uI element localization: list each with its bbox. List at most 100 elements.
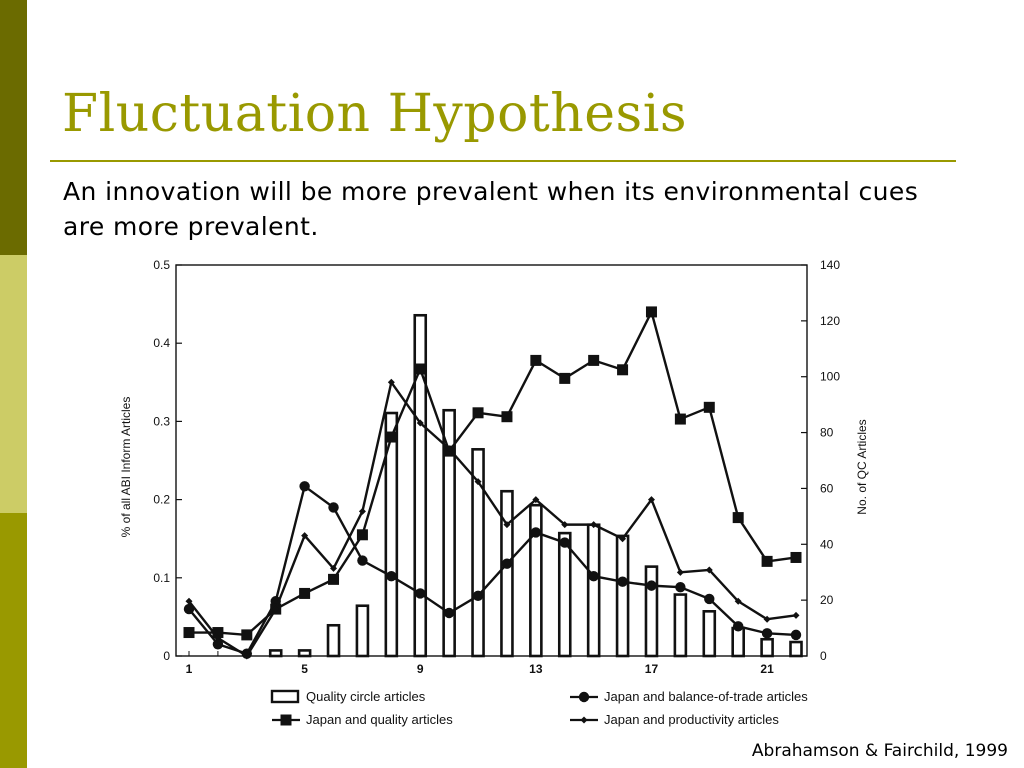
marker-diamond [590,521,598,529]
marker-diamond [763,615,771,623]
bar [442,408,456,658]
bar-series [268,313,803,658]
y2-tick-label: 60 [820,481,834,495]
legend-label: Japan and productivity articles [604,712,779,727]
bar [557,531,572,658]
legend-label: Japan and balance-of-trade articles [604,689,808,704]
marker-circle [328,502,339,513]
bar [355,604,370,658]
y-tick-label: 0.3 [153,414,170,428]
marker-square [183,627,195,639]
marker-circle [299,481,310,492]
marker-square [617,364,629,376]
legend-item: Japan and productivity articles [570,712,779,727]
marker-square [530,354,542,366]
y2-tick-label: 40 [820,537,834,551]
x-tick-label: 1 [186,662,193,676]
marker-square [356,529,368,541]
x-tick-label: 9 [417,662,424,676]
bar [326,623,341,658]
series-diamond [185,378,800,660]
marker-diamond [647,496,655,504]
y-axis-label: % of all ABI Inform Articles [119,397,133,538]
marker-diamond [474,478,482,486]
axis-ticks: 0 0.1 0.2 0.3 0.4 0.5 0 20 40 60 80 100 120 140 1 5 9 13 1… [153,258,840,676]
marker-square [761,555,773,567]
legend-item: Japan and quality articles [272,712,453,727]
legend-item: Japan and balance-of-trade articles [570,689,808,704]
bar [500,489,514,658]
marker-square [732,512,744,524]
marker-square [645,306,657,318]
marker-diamond [676,568,684,576]
bar [297,649,312,658]
bar [673,593,688,658]
legend-label: Quality circle articles [306,689,426,704]
bar [413,313,428,658]
marker-diamond [272,605,280,613]
title-divider [50,160,956,162]
line-series [183,306,802,660]
marker-square [299,587,311,599]
y-tick-label: 0 [163,649,170,663]
series-line [188,381,797,658]
marker-circle [357,555,368,566]
marker-circle [646,580,657,591]
bar [702,610,717,658]
marker-diamond [561,521,569,529]
marker-circle [675,581,686,593]
x-tick-label: 21 [760,662,774,676]
marker-diamond [301,532,309,540]
y-tick-label: 0.2 [153,493,170,507]
marker-square [501,411,513,423]
bar [268,649,283,658]
marker-circle [559,537,570,548]
series-circle [183,481,802,659]
marker-circle [790,629,802,641]
y-tick-label: 0.1 [153,571,170,585]
y2-tick-label: 80 [820,426,834,440]
marker-circle [386,571,397,582]
series-line [189,310,797,637]
marker-diamond [734,597,742,605]
series-square [183,306,802,641]
marker-circle [443,607,455,619]
y-tick-label: 0.5 [153,258,170,272]
decorative-band-bottom [0,513,27,768]
bar [760,637,774,658]
marker-square [790,551,802,563]
bar [529,503,543,658]
marker-square [385,431,397,443]
legend-item: Quality circle articles [270,689,426,704]
marker-square [674,413,686,425]
marker-diamond [358,507,366,515]
plot-frame [175,264,808,657]
x-tick-label: 17 [645,662,659,676]
marker-diamond [416,419,424,427]
marker-square [241,629,253,641]
slide-subtitle: An innovation will be more prevalent whe… [63,177,919,241]
legend-label: Japan and quality articles [306,712,453,727]
marker-square [559,372,571,384]
slide-title: Fluctuation Hypothesis [62,84,688,144]
marker-diamond [619,535,627,543]
marker-circle [212,639,224,650]
marker-square [280,714,292,726]
marker-circle [472,590,484,601]
marker-diamond [387,378,395,386]
y2-tick-label: 100 [820,370,840,384]
y2-tick-label: 140 [820,258,840,272]
marker-diamond [185,597,193,605]
marker-square [328,573,340,585]
marker-diamond [705,566,713,574]
series-line [188,485,797,655]
marker-diamond [532,496,540,504]
x-tick-label: 13 [529,662,543,676]
marker-diamond [330,564,338,572]
marker-diamond [580,716,588,724]
marker-circle [704,593,715,605]
y2-tick-label: 0 [820,649,827,663]
bar [471,448,485,658]
marker-diamond [214,634,222,642]
